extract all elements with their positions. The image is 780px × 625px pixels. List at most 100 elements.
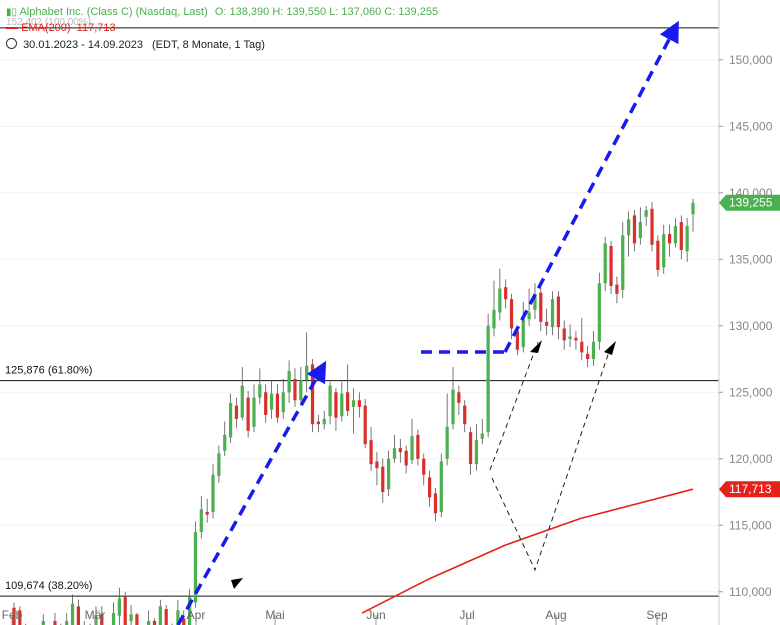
candle-body [685,226,689,252]
candle-body [100,614,104,625]
candle-body [644,210,648,217]
instrument-legend: ▮▯ Alphabet Inc. (Class C) (Nasdaq, Last… [6,6,438,18]
drawings [176,20,679,625]
grid [0,59,719,593]
candle-body [463,405,467,425]
y-tick-label: 125,000 [729,385,773,399]
candle-body [164,609,168,625]
candles [12,198,695,625]
candle-body [117,598,121,616]
projection-arrow-1 [176,360,327,625]
ema-value: 117,713 [76,22,116,34]
candle-body [182,618,186,625]
candle-body [346,392,350,411]
candle-body [264,392,268,415]
y-tick-label: 120,000 [729,452,773,466]
top-level-label: 152,402 (100,00%) [6,17,92,28]
candle-body [422,458,426,475]
candle-body [427,477,432,498]
candle-body [275,393,280,418]
candle-body [228,402,233,438]
candle-body [480,433,484,439]
candle-body [627,219,631,236]
x-month-labels: Feb Mär Apr Mai Jun Jul Aug Sep [2,608,668,625]
x-month-label: Apr [187,608,206,622]
candle-body [609,246,613,286]
x-month-label: Jul [459,608,474,622]
ema200-line [361,488,694,614]
candle-body [123,597,127,625]
candle-body [632,215,637,244]
candle-body [474,440,479,465]
candle-body [392,448,397,459]
candle-body [439,461,443,512]
candle-body [287,371,291,393]
candle-body [369,440,373,465]
y-tick-label: 150,000 [729,53,773,67]
path-guide-1 [491,342,613,572]
candle-body [41,621,45,625]
candle-body [597,283,601,342]
candle-body [234,405,239,419]
candle-body [691,202,695,215]
candle-body [527,312,531,320]
candle-body [199,509,203,532]
ema-badge [719,481,780,498]
candle-body [193,531,198,603]
candle-body [111,613,116,625]
candle-body [545,321,549,326]
candle-body [650,208,654,245]
candle-body [357,400,361,407]
candle-body [656,240,660,270]
candle-body [176,610,180,625]
candle-body [457,392,461,403]
candle-body [205,511,209,515]
x-month-label: Feb [2,608,23,622]
candle-body [240,385,244,418]
candle-body [76,606,80,625]
candle-body [223,434,227,451]
candle-body [269,393,274,410]
candle-body [673,226,678,244]
candle-body [187,597,192,625]
y-tick-label: 110,000 [729,585,772,599]
candle-body [509,299,514,329]
fibonacci-levels: 125,876 (61.80%) 109,674 (38.20%) [0,27,719,597]
projection-arrow-2 [503,20,679,353]
candle-body [451,389,455,425]
ohlc-values: O: 138,390 H: 139,550 L: 137,060 C: 139,… [214,6,439,18]
last-price-badge [719,194,780,211]
candle-body [381,466,385,493]
candle-body [340,393,344,417]
candle-body [211,474,215,512]
candle-body [562,328,566,341]
candle-body [387,458,391,490]
candle-body [217,453,221,477]
candle-body [334,392,338,418]
candle-body [603,243,607,284]
candle-body [398,448,402,453]
candle-body [158,606,162,625]
candle-body [70,603,75,625]
y-tick-label: 115,000 [729,518,772,532]
candle-body [299,380,303,401]
candle-body [316,421,320,425]
y-tick-label: 145,000 [729,119,773,133]
candle-body [305,365,309,381]
candle-body [94,615,98,625]
candle-body [591,341,596,360]
candle-body [293,378,297,401]
last-price-badge-text: 139,255 [729,196,773,210]
x-month-label: Sep [646,608,668,622]
candle-body [568,336,572,340]
candle-body [515,331,520,350]
candle-body [53,621,57,625]
candle-body [12,607,16,625]
candle-body [129,614,133,622]
candle-body [550,299,555,328]
y-tick-labels: 110,000 115,000 120,000 125,000 130,000 135,0… [719,53,773,599]
candle-body [498,288,502,313]
candle-body [486,325,490,433]
instrument-title: Alphabet Inc. (Class C) (Nasdaq, Last) [19,6,208,18]
ema-badge-text: 117,713 [729,482,772,496]
